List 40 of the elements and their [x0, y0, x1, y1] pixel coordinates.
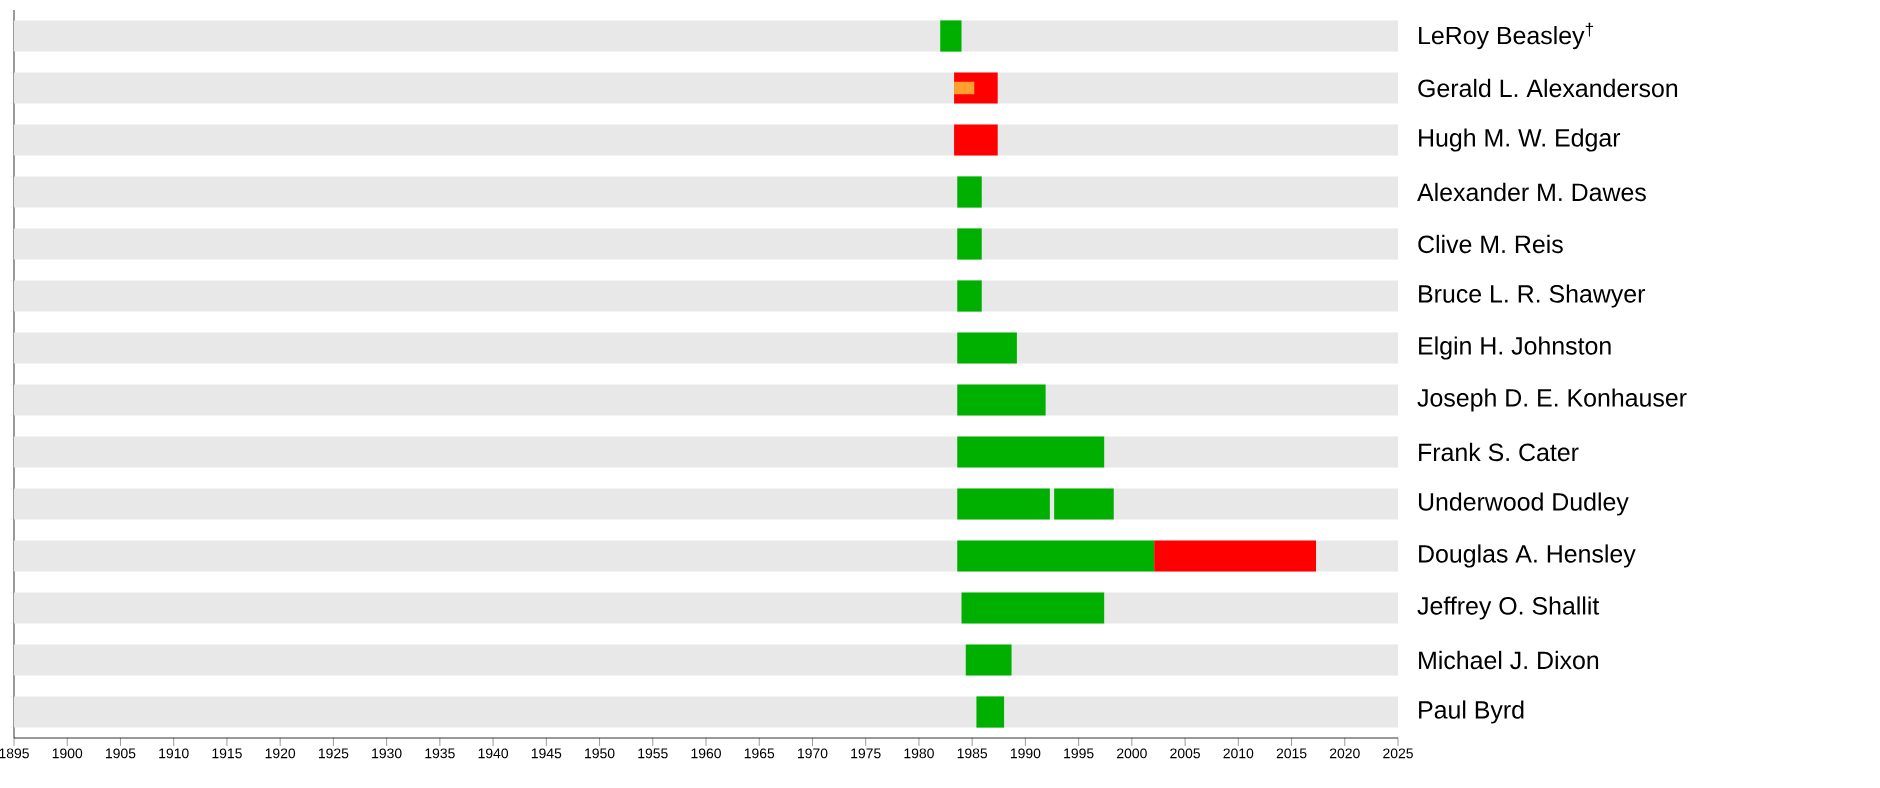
- bar: [954, 81, 975, 95]
- y-tick-label: Alexander M. Dawes: [1417, 182, 1646, 202]
- y-tick-label: Clive M. Reis: [1418, 234, 1563, 254]
- bar: [14, 696, 1399, 728]
- bar: [957, 332, 1017, 364]
- y-tick-label: Jeffrey O. Shallit: [1417, 596, 1600, 620]
- bar: [965, 644, 1012, 676]
- bar: [14, 20, 1399, 52]
- y-tick-label: Michael J. Dixon: [1419, 650, 1599, 670]
- bar: [14, 644, 1399, 676]
- bar: [961, 592, 1105, 624]
- bar: [957, 384, 1046, 416]
- y-tick-label: Underwood Dudley: [1418, 492, 1629, 516]
- bar: [14, 384, 1399, 416]
- bar: [14, 176, 1399, 208]
- y-tick-label: Frank S. Cater: [1419, 442, 1579, 462]
- y-tick-label: Joseph D. E. Konhauser: [1417, 388, 1687, 412]
- bar: [954, 124, 998, 156]
- bar: [976, 696, 1005, 728]
- bar: [14, 332, 1399, 364]
- y-tick-label: Elgin H. Johnston: [1419, 336, 1611, 360]
- bar: [940, 20, 962, 52]
- y-tick-label: Douglas A. Hensley: [1419, 544, 1636, 568]
- y-tick-label: Bruce L. R. Shawyer: [1419, 284, 1645, 308]
- bar: [957, 540, 1155, 572]
- bar: [957, 176, 982, 208]
- y-tick-label: Paul Byrd: [1419, 700, 1524, 724]
- bar: [957, 436, 1105, 468]
- bar: [14, 280, 1399, 312]
- y-tick-label: LeRoy Beasley$^{†}$: [1419, 22, 1594, 50]
- bar: [1054, 488, 1114, 520]
- y-tick-label: Hugh M. W. Edgar: [1419, 128, 1621, 152]
- bar: [1154, 540, 1317, 572]
- bar: [14, 124, 1399, 156]
- y-tick-label: Gerald L. Alexanderson: [1418, 78, 1678, 98]
- bar: [957, 280, 982, 312]
- bar: [14, 72, 1399, 104]
- bar: [14, 228, 1399, 260]
- bar: [957, 488, 1050, 520]
- bar: [957, 228, 982, 260]
